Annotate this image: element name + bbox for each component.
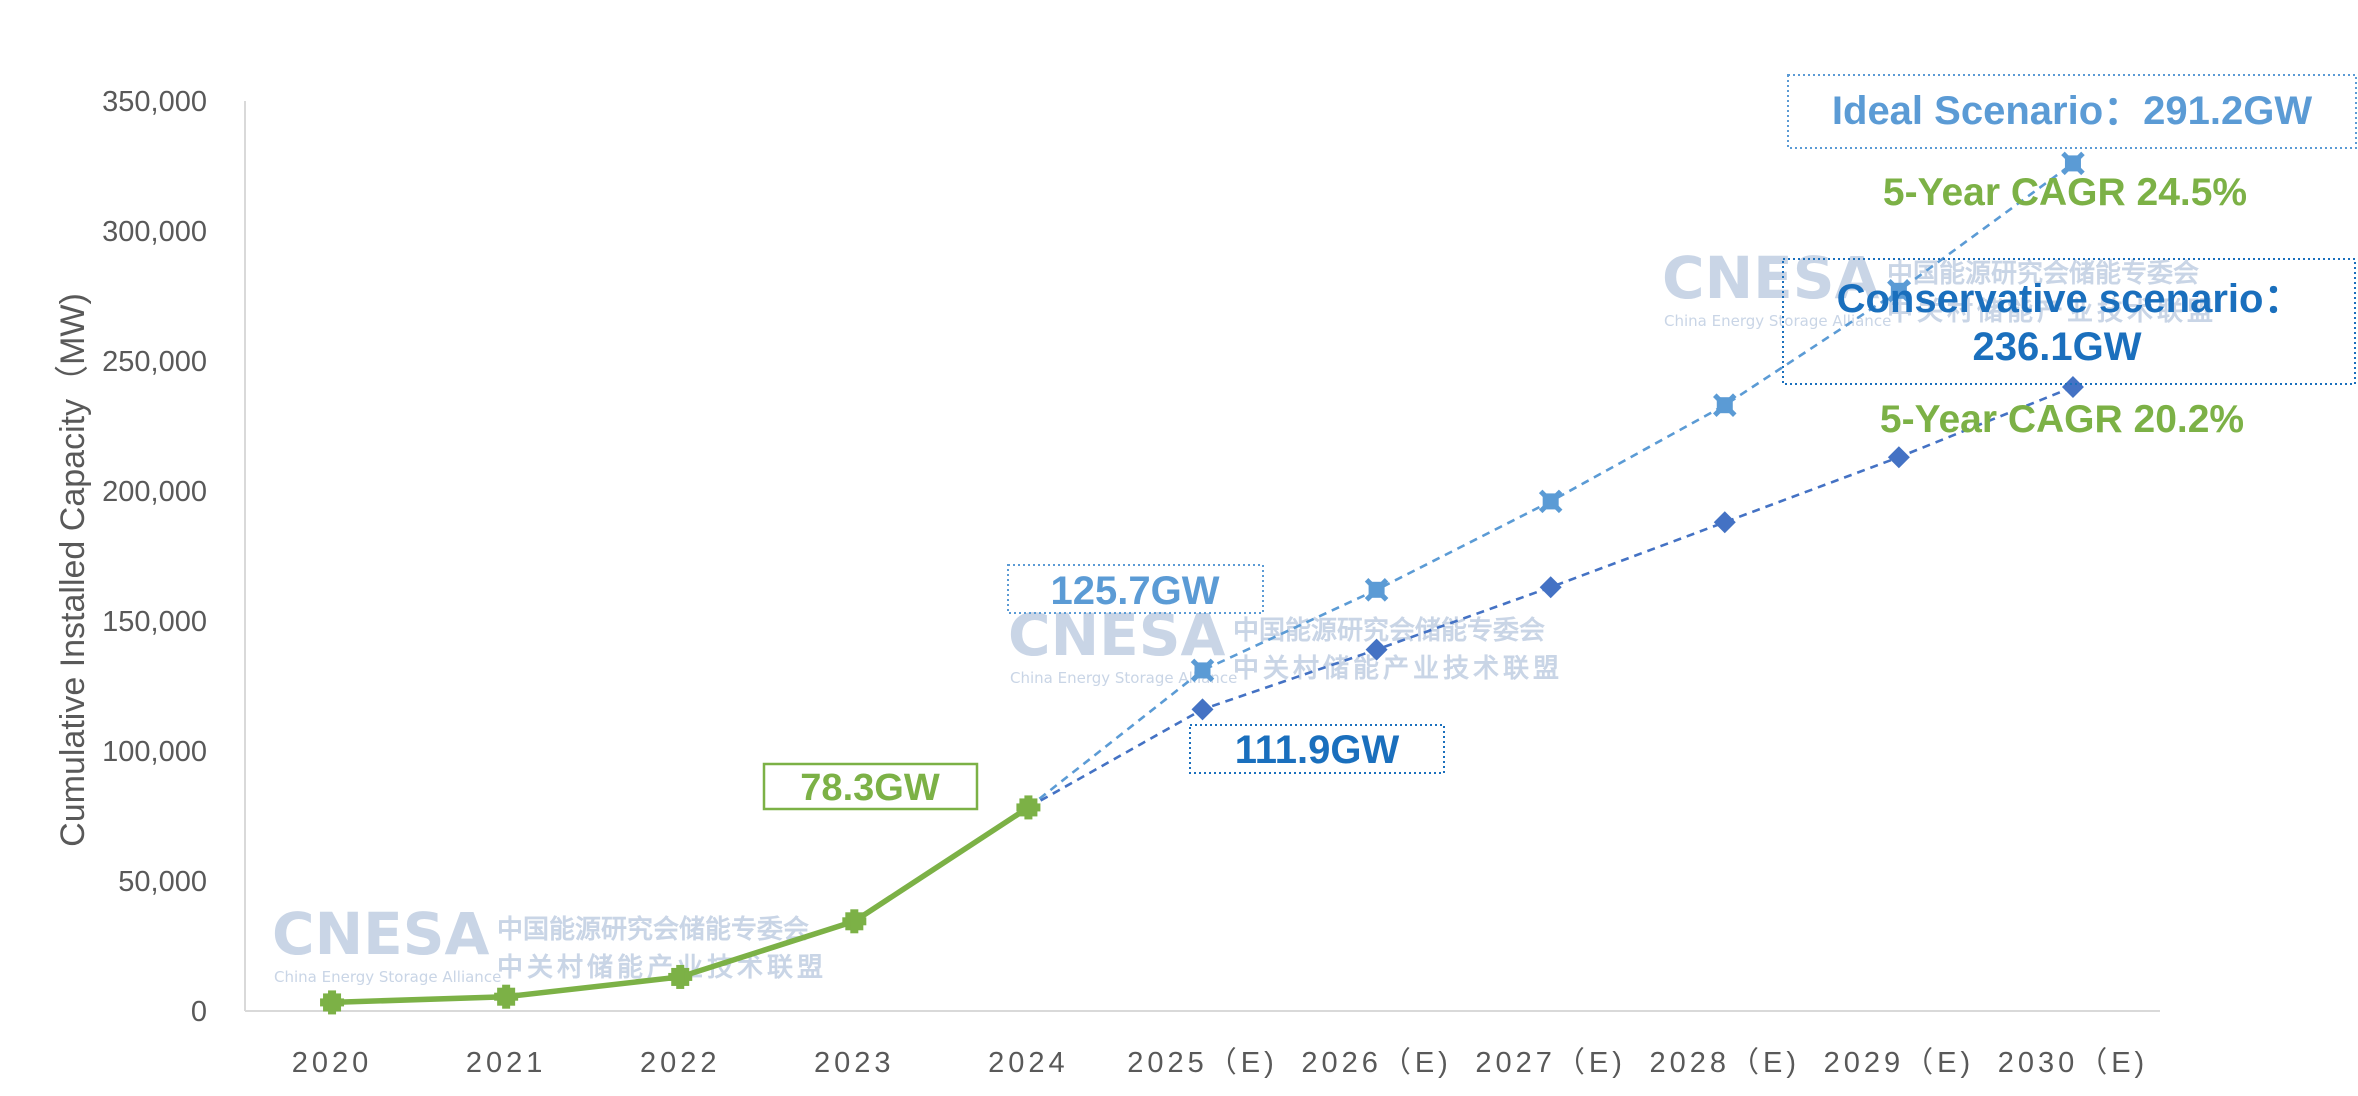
conservative-scenario-cagr: 5-Year CAGR 20.2%	[1880, 398, 2244, 441]
marker-x-stroke	[1713, 393, 1737, 417]
data-point	[1364, 578, 1389, 602]
watermark-subtitle: China Energy Storage Alliance	[1010, 669, 1237, 687]
y-tick-label: 250,000	[102, 346, 207, 378]
watermark-line2: 中关村储能产业技术联盟	[1887, 296, 2217, 327]
marker-square-arm	[502, 984, 511, 1009]
watermark-subtitle: China Energy Storage Alliance	[274, 968, 501, 986]
watermark-line2: 中关村储能产业技术联盟	[1233, 653, 1563, 684]
data-point	[320, 990, 345, 1015]
data-point	[842, 909, 867, 934]
data-point	[1713, 511, 1736, 534]
historical-2024-label: 78.3GW	[800, 767, 940, 809]
ideal-2025-box	[1007, 564, 1264, 614]
y-tick-label: 150,000	[102, 606, 207, 638]
marker-square-arm	[850, 909, 859, 934]
watermark-subtitle: China Energy Storage Alliance	[1664, 312, 1891, 330]
x-tick-label: 2023	[814, 1047, 895, 1079]
watermark-logo: CNESA	[1662, 244, 1879, 312]
conservative-2025-box	[1189, 724, 1445, 774]
x-tick-label: 2025（E)	[1127, 1047, 1278, 1079]
ideal-scenario-title: Ideal Scenario：291.2GW	[1832, 89, 2312, 133]
marker-x-stroke	[1364, 578, 1389, 602]
historical-2024-box	[762, 762, 979, 811]
marker-x-stroke	[1190, 658, 1215, 683]
marker-square-arm	[1024, 795, 1033, 820]
x-tick-label: 2027（E)	[1475, 1047, 1626, 1079]
annotations: 125.7GW 111.9GW 78.3GW Ideal Scenario：291.2…	[762, 74, 2357, 811]
data-point	[1190, 658, 1215, 683]
data-point	[1538, 489, 1563, 514]
data-point	[1191, 698, 1214, 721]
y-tick-label: 350,000	[102, 86, 207, 118]
y-tick-label: 200,000	[102, 476, 207, 508]
x-tick-label: 2029（E)	[1824, 1047, 1975, 1079]
conservative-scenario-title: Conservative scenario：	[1837, 277, 2304, 321]
ideal-2025-label: 125.7GW	[1051, 569, 1220, 613]
data-point	[1713, 393, 1737, 417]
y-tick-label: 300,000	[102, 216, 207, 248]
y-tick-label: 0	[191, 996, 207, 1028]
data-point	[2061, 151, 2085, 176]
ideal-scenario-box	[1787, 74, 2357, 149]
marker-square-arm	[328, 990, 337, 1015]
conservative-scenario-value: 236.1GW	[1973, 325, 2142, 369]
data-point	[1365, 638, 1388, 661]
data-point	[1887, 279, 1911, 303]
x-tick-label: 2020	[292, 1047, 373, 1079]
x-tick-label: 2030（E)	[1998, 1047, 2149, 1079]
x-tick-label: 2021	[466, 1047, 547, 1079]
conservative-scenario-box	[1782, 258, 2356, 385]
watermark-line1: 中国能源研究会储能专委会	[497, 914, 809, 945]
data-point	[2061, 376, 2084, 398]
y-tick-label: 50,000	[118, 866, 207, 898]
data-point	[1887, 446, 1910, 469]
marker-square-arm	[676, 964, 685, 989]
marker-x-stroke	[2061, 151, 2085, 176]
ideal-scenario-cagr: 5-Year CAGR 24.5%	[1883, 171, 2247, 214]
x-tick-label: 2028（E)	[1650, 1047, 1801, 1079]
watermark-line1: 中国能源研究会储能专委会	[1887, 258, 2199, 289]
y-axis-title: Cumulative Installed Capacity（MW)	[54, 293, 92, 847]
marker-x-stroke	[1887, 279, 1911, 303]
x-tick-label: 2022	[640, 1047, 721, 1079]
y-tick-label: 100,000	[102, 736, 207, 768]
x-tick-label: 2026（E)	[1301, 1047, 1452, 1079]
series	[320, 151, 2085, 1015]
watermark-line1: 中国能源研究会储能专委会	[1233, 615, 1545, 646]
data-point	[1016, 795, 1041, 820]
x-tick-label: 2024	[988, 1047, 1069, 1079]
conservative-2025-label: 111.9GW	[1235, 728, 1400, 772]
watermark-logo: CNESA	[272, 900, 489, 968]
data-point	[1539, 576, 1562, 599]
axes: 0 50,000 100,000 150,000 200,000 250,000 300,0…	[54, 86, 2160, 1079]
marker-x-stroke	[1538, 489, 1563, 514]
data-point	[494, 984, 519, 1009]
data-point	[668, 964, 693, 989]
